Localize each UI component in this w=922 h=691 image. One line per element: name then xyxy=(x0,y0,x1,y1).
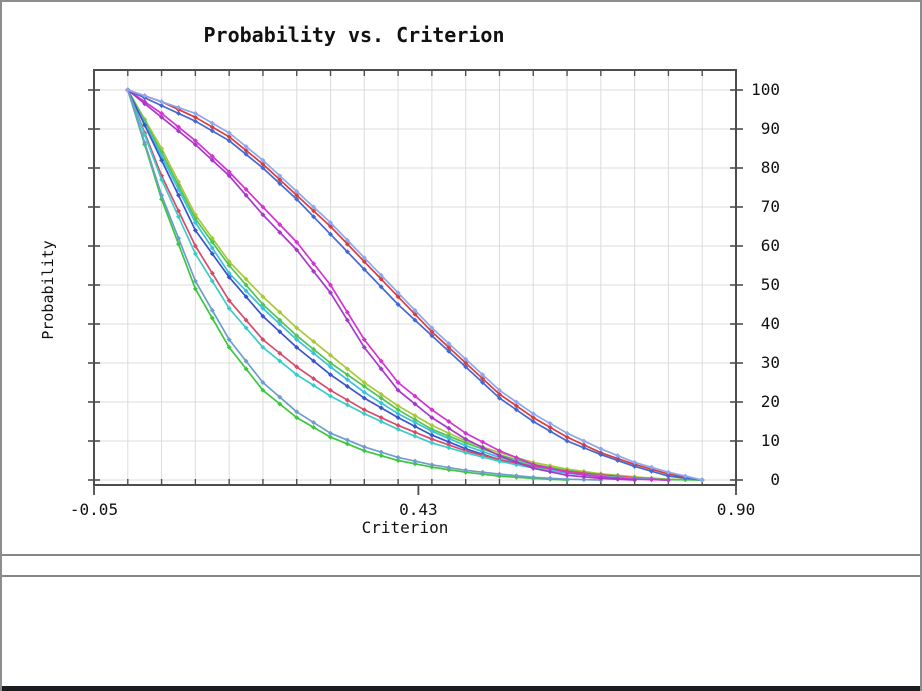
y-tick-label: 10 xyxy=(761,431,780,450)
separator-line-top xyxy=(2,554,920,556)
y-tick-label: 50 xyxy=(761,275,780,294)
plot-area: 0 10 20 30 40 50 60 70 80 90 100 -0.05 0.43 0.90 xyxy=(70,69,780,519)
y-tick-label: 30 xyxy=(761,353,780,372)
bottom-bar xyxy=(2,686,920,691)
y-tick-label: 40 xyxy=(761,314,780,333)
y-tick-label: 60 xyxy=(761,236,780,255)
y-tick-label: 0 xyxy=(770,470,780,489)
x-tick-label: 0.43 xyxy=(399,500,438,519)
plot-border xyxy=(93,69,737,486)
y-tick-label: 70 xyxy=(761,197,780,216)
chart-title: Probability vs. Criterion xyxy=(203,23,505,47)
x-tick-label: -0.05 xyxy=(70,500,118,519)
y-tick-label: 90 xyxy=(761,119,780,138)
series-markers-magenta-a xyxy=(125,87,671,483)
y-tick-label: 80 xyxy=(761,158,780,177)
x-tick-label: 0.90 xyxy=(717,500,756,519)
x-axis-title: Criterion xyxy=(361,518,449,537)
y-tick-label: 100 xyxy=(751,80,780,99)
y-tick-label: 20 xyxy=(761,392,780,411)
separator-line-bottom xyxy=(2,575,920,577)
